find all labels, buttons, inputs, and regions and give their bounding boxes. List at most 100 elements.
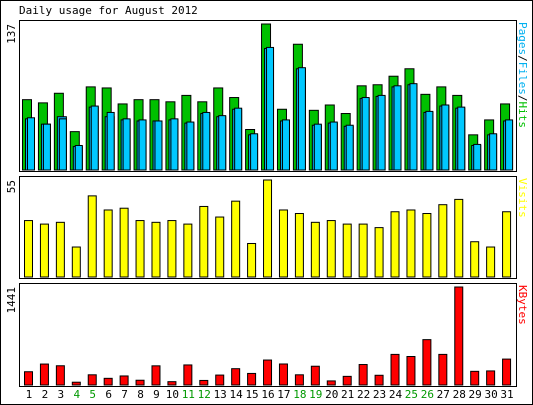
panel-hits-files-pages: 137 Pages/Files/Hits <box>5 20 529 172</box>
bar-visits <box>406 209 416 278</box>
bar-pages <box>74 144 83 171</box>
bar-kbytes <box>183 364 193 386</box>
legend-entry: Visits <box>516 178 529 218</box>
bar-visits <box>470 241 480 278</box>
bar-visits <box>103 209 113 278</box>
legend-entry: Hits <box>516 102 529 129</box>
bar-pages <box>27 117 35 171</box>
bar-pages <box>329 121 338 171</box>
bar-pages <box>297 67 306 171</box>
x-axis-labels: 1 2 3 4 5 6 7 8 9 10 11 12 13 14 15 16 17 18 19 20 21 22 23 24 2… <box>26 388 514 401</box>
bar-kbytes <box>87 374 97 386</box>
bar-pages <box>138 119 147 171</box>
bar-pages <box>361 97 370 171</box>
bar-pages <box>313 123 322 171</box>
panel-kbytes: 1441 KBytes <box>5 283 529 387</box>
x-label-day: 12 <box>198 388 211 401</box>
bar-kbytes <box>342 375 352 386</box>
bar-visits <box>24 220 33 278</box>
bar-pages <box>425 110 434 171</box>
bar-visits <box>358 223 368 278</box>
legend-visits: Visits <box>516 178 529 218</box>
bar-pages <box>58 118 67 171</box>
bar-kbytes <box>374 374 384 386</box>
bar-kbytes <box>71 381 81 386</box>
chart-title: Daily usage for August 2012 <box>19 4 198 17</box>
x-label-day: 7 <box>121 388 128 401</box>
x-label-day: 2 <box>42 388 49 401</box>
bar-pages <box>281 119 290 171</box>
bar-pages <box>90 105 99 171</box>
bar-kbytes <box>135 379 145 386</box>
bar-visits <box>151 221 161 278</box>
x-label-day: 18 <box>293 388 306 401</box>
legend-hits-files-pages: Pages/Files/Hits <box>516 22 529 128</box>
x-label-day: 13 <box>214 388 227 401</box>
bar-kbytes <box>470 370 480 386</box>
x-label-day: 16 <box>261 388 274 401</box>
x-label-day: 1 <box>26 388 33 401</box>
x-label-day: 14 <box>230 388 244 401</box>
bar-pages <box>234 107 243 171</box>
bar-kbytes <box>454 286 464 386</box>
legend-kbytes: KBytes <box>516 285 529 325</box>
bar-kbytes <box>263 359 273 386</box>
bar-pages <box>186 121 195 171</box>
x-label-day: 15 <box>245 388 258 401</box>
bar-pages <box>170 118 179 171</box>
bar-kbytes <box>422 339 432 386</box>
bar-kbytes <box>358 364 368 386</box>
bar-pages <box>42 123 51 171</box>
y-max-label: 55 <box>5 180 18 193</box>
bar-pages <box>489 133 498 171</box>
bar-kbytes <box>406 356 416 386</box>
x-label-day: 11 <box>182 388 195 401</box>
bar-visits <box>438 204 448 278</box>
x-label-day: 9 <box>153 388 160 401</box>
bar-kbytes <box>390 353 400 386</box>
x-label-day: 21 <box>341 388 354 401</box>
bar-visits <box>247 242 257 278</box>
bar-kbytes <box>326 380 336 386</box>
bar-visits <box>294 213 304 278</box>
bar-visits <box>263 179 273 278</box>
x-label-day: 5 <box>89 388 96 401</box>
bar-pages <box>106 111 115 171</box>
bar-visits <box>326 220 336 278</box>
bar-visits <box>374 227 384 278</box>
bar-visits <box>135 220 145 278</box>
bar-pages <box>473 143 482 171</box>
bar-pages <box>441 104 450 171</box>
x-label-day: 6 <box>105 388 112 401</box>
x-label-day: 23 <box>373 388 386 401</box>
bar-pages <box>505 119 514 171</box>
bar-kbytes <box>310 365 320 386</box>
x-label-day: 27 <box>437 388 450 401</box>
bar-kbytes <box>199 379 209 386</box>
bar-kbytes <box>103 377 113 386</box>
y-max-label: 1441 <box>5 287 18 314</box>
bar-visits <box>278 209 288 278</box>
bar-pages <box>154 120 163 171</box>
bar-kbytes <box>119 375 129 386</box>
x-label-day: 26 <box>421 388 434 401</box>
bar-visits <box>55 221 65 278</box>
bar-kbytes <box>438 353 448 386</box>
bar-visits <box>502 211 512 278</box>
legend-entry: Files <box>516 62 529 95</box>
bar-visits <box>87 195 97 278</box>
bar-visits <box>39 223 49 278</box>
bar-pages <box>202 111 211 171</box>
bar-pages <box>345 124 354 171</box>
bar-pages <box>218 115 227 171</box>
bar-visits <box>71 246 81 278</box>
bar-visits <box>199 205 209 278</box>
bar-visits <box>454 198 464 278</box>
x-label-day: 28 <box>453 388 466 401</box>
bar-kbytes <box>167 381 177 386</box>
legend-entry: / <box>516 55 529 62</box>
legend-entry: Pages <box>516 22 529 55</box>
